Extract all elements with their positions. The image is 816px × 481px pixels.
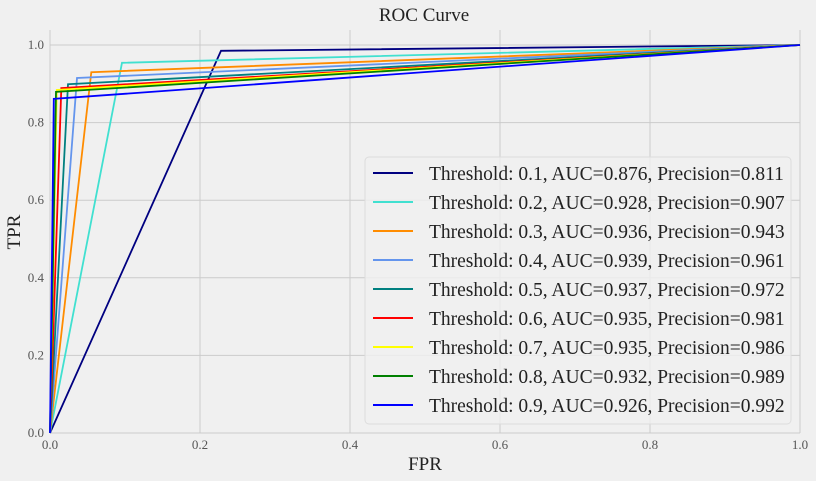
legend-entry: Threshold: 0.9, AUC=0.926, Precision=0.9… <box>429 396 785 417</box>
y-tick-label: 1.0 <box>28 37 44 52</box>
legend-entry: Threshold: 0.3, AUC=0.936, Precision=0.9… <box>429 222 785 243</box>
series-lines <box>49 44 801 434</box>
y-axis-label: TPR <box>4 214 25 249</box>
legend: Threshold: 0.1, AUC=0.876, Precision=0.8… <box>364 156 792 425</box>
chart-title: ROC Curve <box>379 5 469 26</box>
legend-entry: Threshold: 0.7, AUC=0.935, Precision=0.9… <box>429 338 785 359</box>
x-tick-label: 0.2 <box>192 437 208 452</box>
x-tick-label: 0.4 <box>342 437 359 452</box>
legend-entry: Threshold: 0.1, AUC=0.876, Precision=0.8… <box>429 164 784 185</box>
roc-line-2 <box>49 44 801 434</box>
x-tick-label: 0.0 <box>42 437 58 452</box>
roc-line-9 <box>49 44 801 434</box>
legend-entry: Threshold: 0.6, AUC=0.935, Precision=0.9… <box>429 309 785 330</box>
roc-line-4 <box>49 44 801 434</box>
x-tick-label: 1.0 <box>792 437 808 452</box>
x-tick-label: 0.8 <box>642 437 658 452</box>
x-axis-label: FPR <box>408 454 442 475</box>
legend-box <box>364 156 792 425</box>
roc-line-5 <box>49 44 801 434</box>
legend-entry: Threshold: 0.5, AUC=0.937, Precision=0.9… <box>429 280 785 301</box>
tick-labels: 0.0 0.2 0.4 0.6 0.8 1.0 0.0 0.2 0.4 0.6 0.8 1.0 <box>28 37 808 452</box>
x-tick-label: 0.6 <box>492 437 509 452</box>
y-tick-label: 0.2 <box>28 347 44 362</box>
legend-entry: Threshold: 0.2, AUC=0.928, Precision=0.9… <box>429 193 785 214</box>
y-tick-label: 0.8 <box>28 115 44 130</box>
y-tick-label: 0.4 <box>28 270 45 285</box>
legend-entry: Threshold: 0.4, AUC=0.939, Precision=0.9… <box>429 251 785 272</box>
roc-line-3 <box>49 44 801 434</box>
legend-entry: Threshold: 0.8, AUC=0.932, Precision=0.9… <box>429 367 785 388</box>
y-tick-label: 0.6 <box>28 192 45 207</box>
y-tick-label: 0.0 <box>28 425 44 440</box>
roc-line-1 <box>49 44 801 434</box>
